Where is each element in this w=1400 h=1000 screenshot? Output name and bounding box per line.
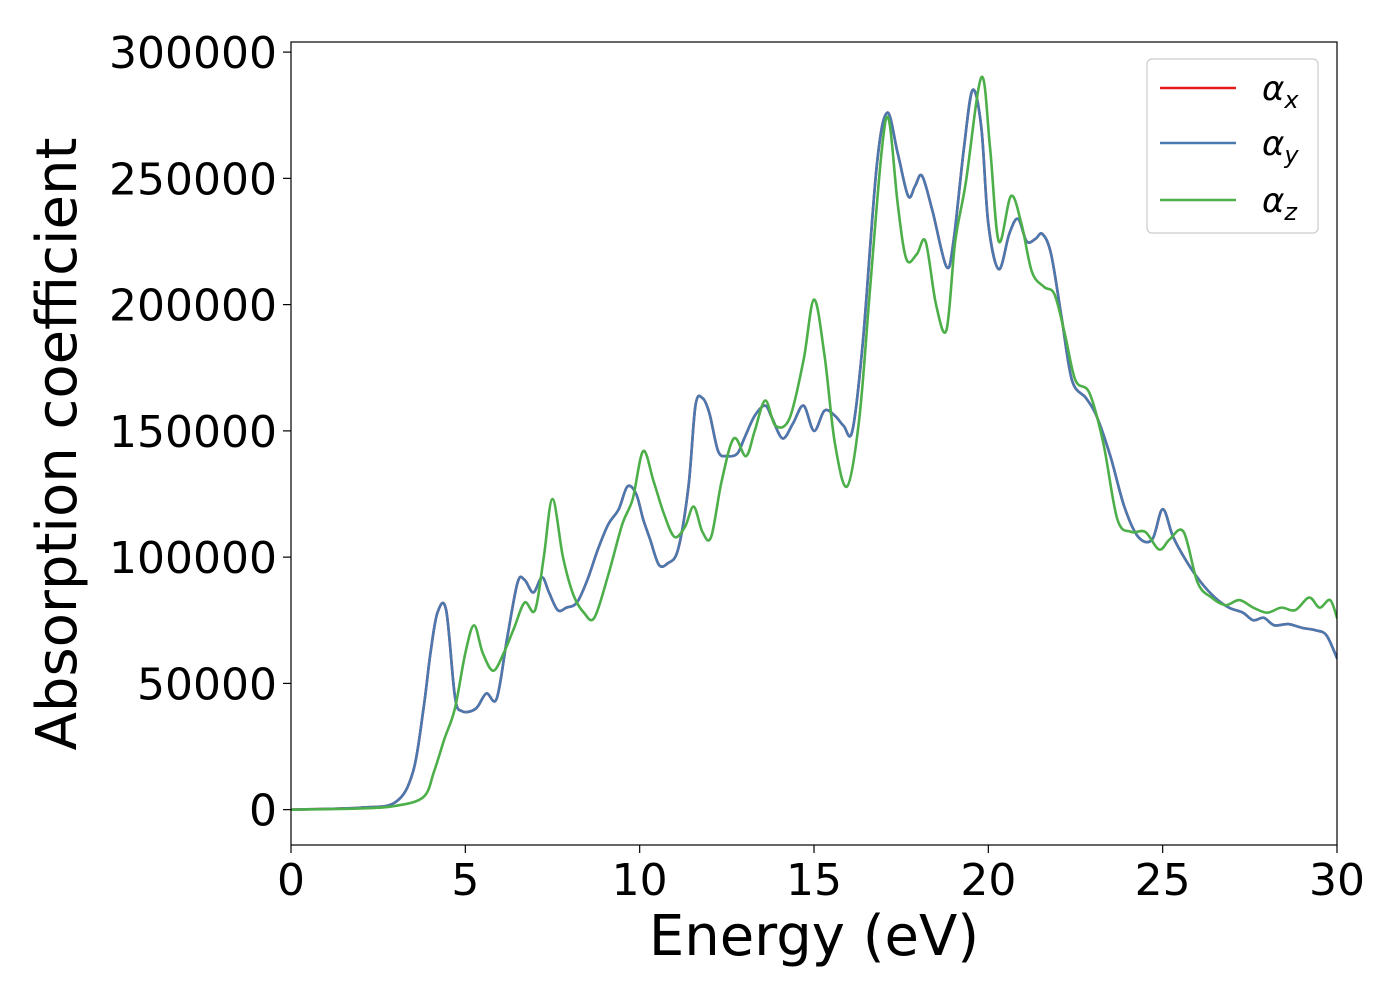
- x-tick-label: 5: [451, 855, 479, 906]
- y-tick-label: 200000: [109, 281, 277, 332]
- y-tick-label: 100000: [109, 533, 277, 584]
- y-axis-title: Absorption coefficient: [25, 138, 90, 751]
- y-tick-label: 50000: [137, 659, 277, 710]
- y-tick-label: 0: [249, 786, 277, 837]
- x-tick-label: 30: [1309, 855, 1365, 906]
- x-axis-title: Energy (eV): [649, 904, 979, 969]
- series-line-z: [291, 75, 1337, 811]
- x-tick-label: 25: [1135, 855, 1191, 906]
- legend: αx αy αz: [1146, 58, 1319, 234]
- y-tick-label: 250000: [109, 154, 277, 205]
- x-axis: 0 5 10 15 20 25 30: [277, 845, 1365, 906]
- legend-box: [1146, 58, 1319, 234]
- x-tick-label: 10: [612, 855, 668, 906]
- y-axis: 0 50000 100000 150000 200000 250000 300000: [109, 28, 291, 837]
- legend-label-x: αx: [1262, 69, 1299, 114]
- y-tick-label: 150000: [109, 407, 277, 458]
- x-tick-label: 20: [960, 855, 1016, 906]
- legend-label-z: αz: [1262, 181, 1298, 226]
- legend-label-y: αy: [1262, 124, 1299, 169]
- series-layer: [291, 75, 1337, 811]
- y-tick-label: 300000: [109, 28, 277, 79]
- series-line-y: [291, 88, 1337, 811]
- x-tick-label: 15: [786, 855, 842, 906]
- x-tick-label: 0: [277, 855, 305, 906]
